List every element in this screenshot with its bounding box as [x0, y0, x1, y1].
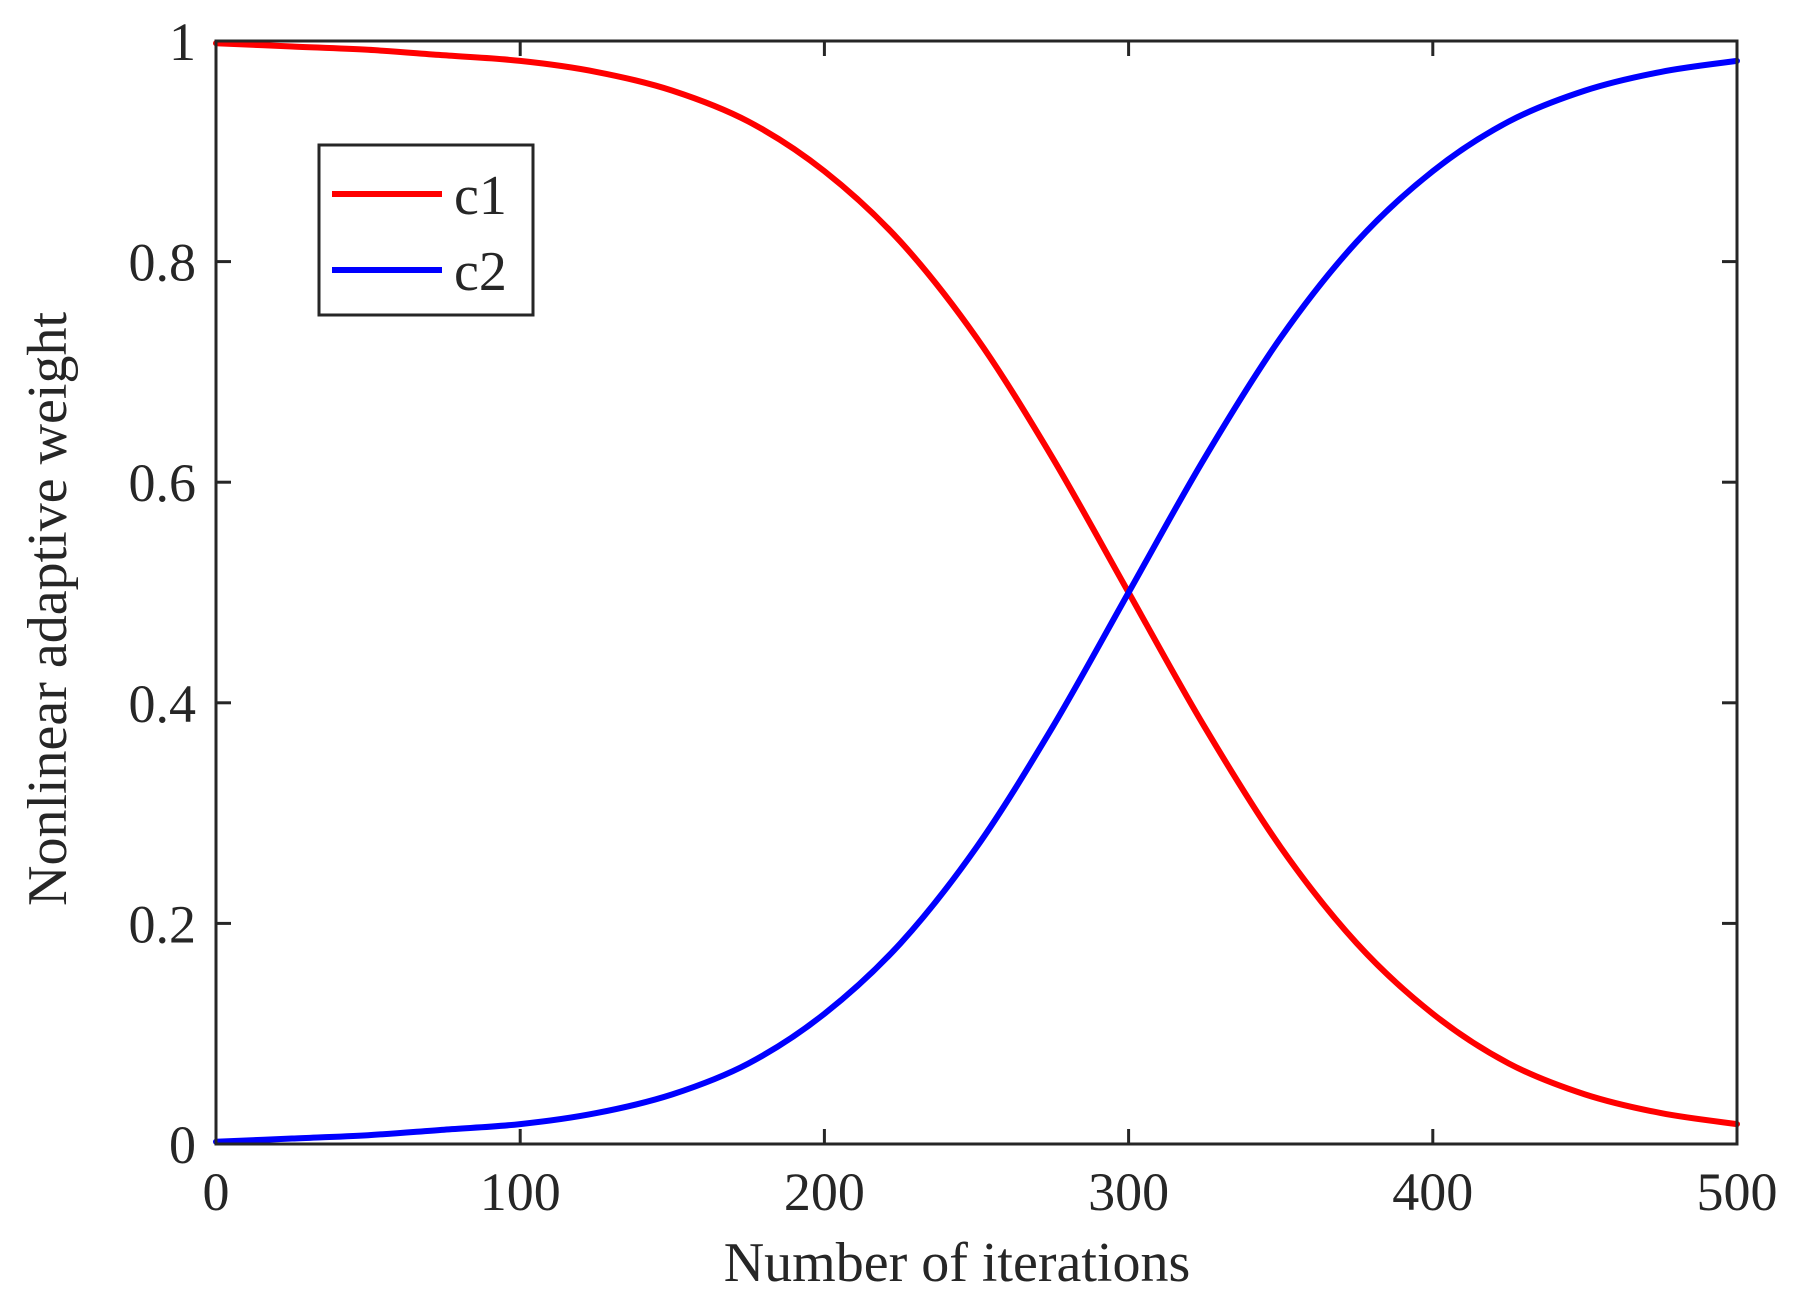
y-tick-label: 0.6 [129, 453, 197, 513]
legend-label-c1: c1 [454, 165, 507, 227]
legend-box [317, 143, 535, 317]
x-axis-label: Number of iterations [724, 1232, 1191, 1294]
x-tick-label: 100 [480, 1162, 561, 1222]
plot-frame [214, 39, 1739, 1146]
y-tick-label: 0.4 [129, 674, 197, 734]
series-line-c2 [213, 57, 1740, 1145]
x-tick-label: 300 [1088, 1162, 1169, 1222]
axes-layer [214, 39, 1739, 1146]
series-layer [213, 40, 1740, 1145]
y-tick-label: 0.8 [129, 233, 197, 293]
y-axis-label: Nonlinear adaptive weight [17, 312, 79, 906]
y-tick-label: 1 [169, 12, 196, 72]
x-tick-label: 200 [784, 1162, 865, 1222]
legend: c1 c2 [317, 143, 535, 317]
ticks-layer: 0 100 200 300 400 500 0 0.2 0.4 0.6 0.8 1 [129, 12, 1778, 1222]
y-tick-label: 0.2 [129, 894, 197, 954]
x-tick-label: 400 [1392, 1162, 1473, 1222]
legend-label-c2: c2 [454, 241, 507, 303]
x-tick-label: 500 [1697, 1162, 1778, 1222]
series-line-c1 [213, 40, 1740, 1128]
y-tick-label: 0 [169, 1115, 196, 1175]
x-tick-label: 0 [203, 1162, 230, 1222]
